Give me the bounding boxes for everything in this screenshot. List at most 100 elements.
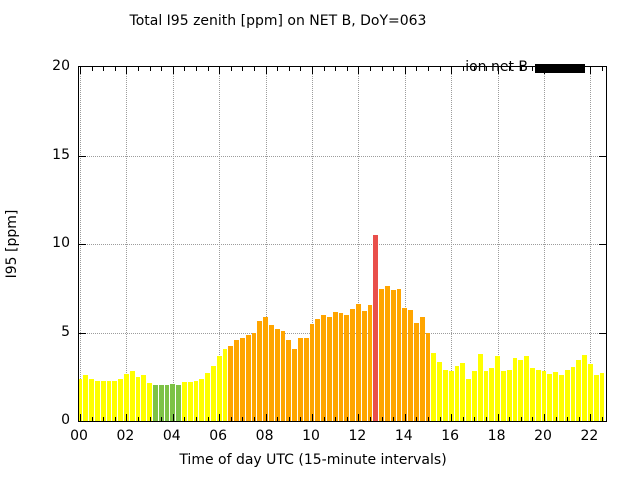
bar	[222, 349, 228, 421]
bar	[263, 317, 268, 421]
x-tick-mark	[161, 417, 163, 421]
bar	[89, 378, 94, 421]
x-tick-mark	[520, 417, 522, 421]
x-tick-mark	[381, 67, 383, 71]
bar	[460, 363, 466, 421]
x-tick-mark	[277, 417, 279, 421]
y-tick-mark	[79, 332, 86, 334]
x-tick-mark	[346, 417, 348, 421]
bar	[240, 337, 245, 421]
x-tick-mark	[219, 414, 221, 421]
legend-series-label: ion net B	[465, 59, 528, 75]
bar	[361, 311, 367, 421]
bar	[419, 317, 425, 421]
bar	[193, 381, 199, 421]
bar	[501, 370, 506, 421]
x-tick-mark	[544, 414, 545, 421]
x-tick-label: 20	[534, 428, 552, 444]
bar	[176, 384, 181, 421]
x-tick-mark	[184, 67, 186, 71]
x-tick-mark	[335, 67, 337, 71]
bar	[327, 316, 332, 421]
bar	[431, 352, 437, 421]
x-tick-mark	[312, 67, 313, 74]
bar	[599, 373, 605, 421]
bar	[344, 314, 350, 421]
x-tick-mark	[509, 417, 511, 421]
bar	[402, 307, 408, 421]
bar	[251, 332, 257, 421]
x-tick-mark	[381, 417, 383, 421]
bar	[477, 353, 483, 421]
x-tick-mark	[91, 417, 93, 421]
x-tick-mark	[451, 414, 453, 421]
bar	[129, 371, 135, 421]
x-tick-mark	[172, 414, 174, 421]
x-tick-mark	[393, 417, 395, 421]
y-tick-label: 0	[61, 412, 70, 428]
bar	[141, 374, 147, 421]
bar	[582, 354, 587, 421]
bar	[298, 337, 303, 421]
x-tick-mark	[149, 67, 151, 71]
bar	[524, 355, 529, 421]
legend-swatch	[535, 64, 585, 73]
x-tick-mark	[428, 417, 429, 421]
x-tick-mark	[312, 414, 313, 421]
bar	[199, 378, 205, 421]
x-tick-mark	[207, 67, 209, 71]
bar	[448, 370, 454, 421]
bar	[588, 364, 593, 421]
y-gridline	[79, 155, 606, 157]
y-tick-mark	[79, 244, 86, 245]
x-tick-label: 10	[302, 428, 320, 444]
x-tick-mark	[219, 67, 221, 74]
bar	[106, 381, 112, 421]
x-tick-mark	[520, 67, 522, 71]
x-tick-mark	[80, 414, 81, 421]
x-tick-label: 04	[162, 428, 181, 444]
x-tick-mark	[590, 67, 592, 74]
x-tick-mark	[358, 67, 360, 74]
bar	[280, 330, 286, 421]
x-tick-mark	[602, 67, 603, 71]
x-tick-mark	[196, 417, 197, 421]
x-tick-mark	[230, 417, 232, 421]
x-tick-mark	[532, 417, 534, 421]
x-tick-mark	[370, 67, 371, 71]
x-tick-mark	[138, 417, 139, 421]
bar	[564, 369, 570, 421]
bar	[483, 371, 489, 421]
x-tick-mark	[567, 417, 569, 421]
bar	[257, 321, 263, 421]
y-tick-label: 10	[52, 235, 70, 251]
y-tick-label: 5	[61, 323, 70, 340]
y-axis-label: I95 [ppm]	[4, 209, 20, 279]
tick-layer	[79, 67, 606, 421]
x-tick-mark	[288, 417, 290, 421]
bar	[286, 339, 292, 421]
chart-title: Total I95 zenith [ppm] on NET B, DoY=063	[129, 13, 427, 29]
bar	[124, 374, 129, 421]
bar-layer	[79, 67, 606, 421]
bar	[454, 366, 460, 421]
x-tick-mark	[80, 67, 81, 74]
bar	[83, 374, 89, 421]
x-tick-mark	[265, 67, 267, 74]
x-tick-mark	[300, 67, 302, 71]
bar	[170, 383, 176, 421]
x-tick-mark	[230, 67, 232, 71]
bar	[182, 382, 187, 421]
bar	[321, 314, 326, 421]
bar	[338, 313, 344, 421]
x-tick-mark	[103, 67, 105, 71]
x-tick-mark	[462, 67, 464, 71]
x-tick-mark	[451, 67, 453, 74]
bar	[570, 367, 576, 421]
y-tick-mark	[79, 155, 86, 157]
x-tick-mark	[91, 67, 93, 71]
x-tick-mark	[370, 417, 371, 421]
x-tick-mark	[161, 67, 163, 71]
bar	[147, 382, 152, 421]
